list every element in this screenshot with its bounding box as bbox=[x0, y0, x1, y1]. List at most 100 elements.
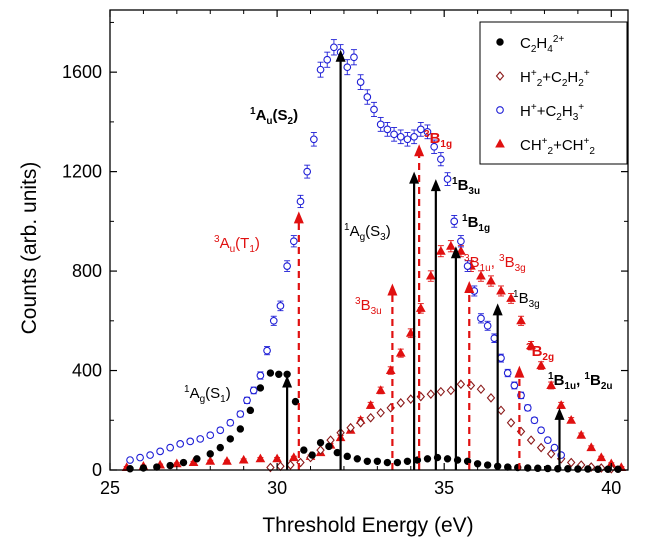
data-point bbox=[443, 455, 452, 463]
arrow-head bbox=[464, 281, 475, 294]
data-point bbox=[383, 458, 392, 467]
data-point bbox=[291, 397, 300, 406]
x-axis-label: Threshold Energy (eV) bbox=[262, 514, 473, 537]
data-point bbox=[436, 386, 446, 397]
annotation-label: 1B3g​ bbox=[513, 289, 540, 310]
annotation-label: 1Ag​(S1) bbox=[184, 384, 231, 405]
data-point bbox=[564, 465, 572, 473]
data-point bbox=[263, 346, 271, 355]
data-point bbox=[503, 463, 512, 471]
data-point bbox=[584, 465, 592, 473]
annotation-arrow bbox=[387, 283, 398, 470]
legend-label: C2H42+ bbox=[520, 34, 564, 55]
legend: C2H42+ H+2+C2H2+ H++C2H3+ CH+2+CH+2 bbox=[479, 21, 628, 165]
data-point bbox=[537, 426, 545, 435]
data-point bbox=[546, 449, 556, 459]
series-3 bbox=[121, 240, 627, 472]
data-point bbox=[576, 429, 587, 439]
data-point bbox=[496, 285, 506, 295]
data-point bbox=[350, 53, 358, 62]
data-point bbox=[426, 389, 436, 399]
annotation-label: 1B1u​, 1B2u​ bbox=[548, 371, 613, 392]
y-tick-label: 1600 bbox=[62, 62, 102, 82]
data-point bbox=[206, 431, 215, 440]
data-point bbox=[403, 457, 412, 465]
data-point bbox=[193, 455, 201, 463]
data-point bbox=[222, 456, 232, 465]
data-point bbox=[450, 217, 459, 226]
arrow-head bbox=[335, 49, 346, 62]
annotation-arrow bbox=[414, 144, 425, 470]
series-0 bbox=[126, 369, 622, 473]
annotation-arrow bbox=[335, 49, 346, 470]
data-point bbox=[300, 446, 308, 454]
data-point bbox=[246, 406, 255, 415]
data-point bbox=[255, 453, 266, 463]
annotation-arrow bbox=[464, 281, 475, 470]
annotation-arrow bbox=[514, 365, 525, 470]
data-point bbox=[226, 435, 235, 443]
data-point bbox=[393, 458, 402, 467]
x-tick-label: 40 bbox=[601, 478, 621, 498]
data-point bbox=[276, 461, 285, 472]
data-point bbox=[275, 370, 283, 378]
data-point bbox=[236, 425, 245, 433]
data-point bbox=[373, 457, 382, 465]
data-point bbox=[544, 464, 552, 473]
data-point bbox=[483, 461, 492, 469]
data-point bbox=[323, 55, 332, 64]
data-point bbox=[296, 197, 305, 206]
arrow-head bbox=[414, 144, 425, 157]
data-point bbox=[356, 78, 365, 86]
data-point bbox=[486, 393, 496, 403]
data-point bbox=[405, 328, 416, 337]
annotation-arrow bbox=[409, 171, 420, 470]
data-point bbox=[269, 316, 278, 325]
data-point bbox=[410, 132, 418, 141]
data-point bbox=[385, 365, 396, 375]
annotation-label: 3B3u​ bbox=[355, 296, 382, 317]
legend-marker bbox=[495, 138, 505, 148]
arrow-head bbox=[282, 375, 293, 388]
data-point bbox=[446, 385, 456, 396]
data-point bbox=[363, 93, 372, 101]
series-2 bbox=[126, 39, 566, 464]
data-point bbox=[303, 167, 312, 176]
data-point bbox=[596, 452, 607, 462]
data-point bbox=[179, 458, 188, 467]
annotation-label: 1Ag​(S3) bbox=[344, 222, 391, 243]
annotation-arrow bbox=[492, 303, 503, 470]
data-point bbox=[436, 245, 446, 255]
data-point bbox=[310, 135, 318, 144]
data-point bbox=[566, 415, 577, 424]
data-point bbox=[325, 442, 333, 451]
data-point bbox=[176, 440, 185, 448]
data-point bbox=[375, 385, 386, 394]
data-point bbox=[256, 384, 265, 392]
data-point bbox=[356, 417, 365, 428]
data-point bbox=[456, 379, 466, 390]
data-point bbox=[415, 303, 426, 312]
data-point bbox=[370, 105, 378, 114]
data-point bbox=[396, 132, 405, 141]
annotation-label: 1Au​(S2) bbox=[250, 106, 298, 127]
data-point bbox=[477, 314, 485, 323]
data-point bbox=[446, 240, 456, 250]
data-point bbox=[333, 448, 341, 457]
data-point bbox=[126, 465, 134, 473]
arrow-head bbox=[514, 365, 525, 378]
data-point bbox=[425, 270, 436, 280]
data-point bbox=[226, 418, 235, 427]
data-point bbox=[543, 436, 552, 445]
data-point bbox=[205, 456, 216, 465]
legend-label: H+2+C2H2+ bbox=[520, 68, 590, 89]
data-point bbox=[594, 465, 602, 473]
data-point bbox=[343, 452, 351, 461]
data-point bbox=[536, 442, 546, 453]
data-point bbox=[376, 407, 385, 418]
data-point bbox=[516, 315, 526, 325]
data-point bbox=[506, 417, 516, 428]
data-point bbox=[403, 135, 412, 144]
data-point bbox=[216, 426, 225, 435]
